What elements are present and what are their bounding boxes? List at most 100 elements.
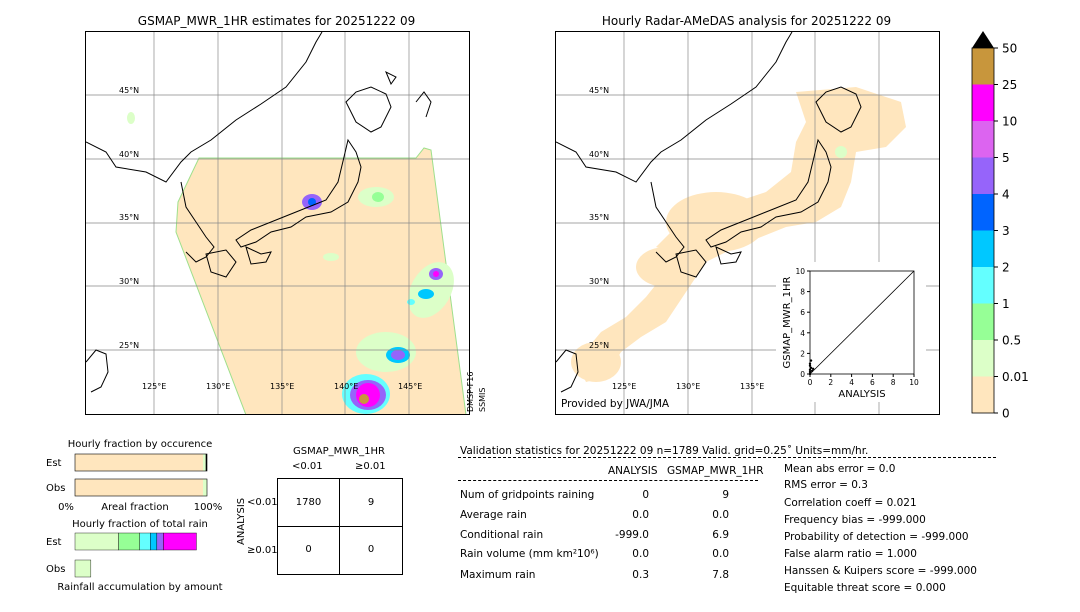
total-rain-x-axis-label: Rainfall accumulation by amount xyxy=(57,582,222,593)
total-rain-bar-segment xyxy=(156,532,164,551)
validation-row-analysis: 0.0 xyxy=(632,509,649,521)
occurrence-x-tick-left: 0% xyxy=(58,502,74,513)
scatter-point xyxy=(808,372,812,376)
occurrence-bar-segment xyxy=(205,454,207,471)
scatter-x-tick-label: 2 xyxy=(828,378,833,387)
colorbar-tick-label: 4 xyxy=(1002,188,1010,202)
contingency-cell: 0 xyxy=(367,544,375,555)
right-lon-label-135: 135°E xyxy=(740,382,765,391)
validation-header: Validation statistics for 20251222 09 n=… xyxy=(460,445,869,457)
total-rain-bar-segment xyxy=(139,532,151,551)
scatter-x-tick-label: 10 xyxy=(909,378,919,387)
right-lat-label-45: 45°N xyxy=(589,86,610,95)
colorbar-segment xyxy=(972,267,994,304)
score-line: Hanssen & Kuipers score = -999.000 xyxy=(784,565,977,577)
colorbar-segment xyxy=(972,340,994,377)
left-lon-label-130: 130°E xyxy=(206,382,231,391)
score-line: Mean abs error = 0.0 xyxy=(784,463,896,475)
contingency-title: GSMAP_MWR_1HR xyxy=(293,446,385,457)
right-map-canvas xyxy=(556,32,939,414)
total-rain-bar-segment xyxy=(163,532,197,551)
scatter-y-tick-label: 2 xyxy=(800,349,805,358)
colorbar-tick-label: 5 xyxy=(1002,151,1010,165)
right-map-title: Hourly Radar-AMeDAS analysis for 2025122… xyxy=(601,14,892,28)
colorbar-tick-label: 0 xyxy=(1002,407,1010,419)
contingency-cell: 9 xyxy=(367,497,375,508)
validation-row-label: Conditional rain xyxy=(460,529,544,541)
scatter-plot: 0 2 4 6 8 10 0 2 4 6 8 10 ANALYSIS GSMAP_MWR_1HR xyxy=(782,267,919,400)
colorbar-tick-label: 10 xyxy=(1002,115,1017,129)
scatter-point xyxy=(811,367,815,371)
provided-by-label: Provided by JWA/JMA xyxy=(561,398,670,410)
left-lon-label-125: 125°E xyxy=(142,382,167,391)
scatter-y-tick-label: 0 xyxy=(800,370,805,379)
occurrence-bar-segment xyxy=(75,454,204,471)
scatter-point xyxy=(810,369,814,373)
colorbar: 50 25 10 5 4 3 2 1 0.5 0.01 0 xyxy=(966,28,1046,421)
validation-col-gsmap: GSMAP_MWR_1HR xyxy=(667,465,764,477)
scatter-y-tick-label: 6 xyxy=(800,308,805,317)
total-rain-row-label: Est xyxy=(46,537,62,548)
score-line: Probability of detection = -999.000 xyxy=(784,531,969,543)
scatter-y-tick-label: 4 xyxy=(800,329,805,338)
validation-row-label: Average rain xyxy=(460,509,527,521)
left-map-canvas xyxy=(86,32,469,414)
right-lon-label-125: 125°E xyxy=(612,382,637,391)
total-rain-title: Hourly fraction of total rain xyxy=(72,519,208,530)
left-map xyxy=(85,31,470,415)
colorbar-segment xyxy=(972,121,994,158)
occurrence-bar-frame xyxy=(74,478,208,497)
score-line: Equitable threat score = 0.000 xyxy=(784,582,946,594)
left-map-title: GSMAP_MWR_1HR estimates for 20251222 09 xyxy=(137,14,416,28)
occurrence-title: Hourly fraction by occurence xyxy=(68,439,212,450)
occurrence-bar-frame xyxy=(74,453,208,472)
scatter-y-tick-label: 8 xyxy=(800,288,805,297)
scatter-point xyxy=(809,359,813,362)
colorbar-tick-label: 1 xyxy=(1002,297,1010,311)
contingency-row-axis: ANALYSIS xyxy=(236,497,247,545)
validation-row-gsmap: 7.8 xyxy=(712,569,729,581)
total-rain-row-label: Obs xyxy=(46,564,65,575)
right-lat-label-30: 30°N xyxy=(589,277,610,286)
validation-row-label: Rain volume (mm km²10⁶) xyxy=(460,548,599,560)
occurrence-bar-segment xyxy=(203,454,206,471)
colorbar-tick-label: 2 xyxy=(1002,261,1010,275)
validation-row-analysis: -999.0 xyxy=(615,529,649,541)
colorbar-tick-label: 50 xyxy=(1002,42,1017,56)
right-lat-label-35: 35°N xyxy=(589,213,610,222)
scatter-point xyxy=(808,370,812,374)
right-lon-label-130: 130°E xyxy=(676,382,701,391)
scatter-y-axis-label: GSMAP_MWR_1HR xyxy=(782,277,793,369)
scatter-point xyxy=(809,366,813,370)
contingency-col-header-lt: <0.01 xyxy=(292,461,323,472)
left-lat-label-40: 40°N xyxy=(119,150,140,159)
validation-row-analysis: 0.0 xyxy=(632,548,649,560)
left-lon-label-135: 135°E xyxy=(270,382,295,391)
occurrence-row-label: Est xyxy=(46,458,62,469)
validation-col-analysis: ANALYSIS xyxy=(608,465,658,477)
left-side-label-instrument: SSMIS xyxy=(478,387,487,413)
scatter-diagonal xyxy=(809,270,915,375)
validation-row-gsmap: 6.9 xyxy=(712,529,729,541)
score-line: Frequency bias = -999.000 xyxy=(784,514,926,526)
validation-table-divider xyxy=(458,480,758,481)
contingency-row-header-lt: <0.01 xyxy=(247,497,278,508)
contingency-table: 1780 9 0 0 xyxy=(277,478,403,575)
validation-row-gsmap: 0.0 xyxy=(712,548,729,560)
fraction-panels: Hourly fraction by occurence Est Obs 0% 100%… xyxy=(40,436,240,596)
colorbar-segment xyxy=(972,376,994,413)
validation-row-gsmap: 9 xyxy=(722,489,729,501)
colorbar-tick-label: 0.01 xyxy=(1002,370,1029,384)
left-lon-label-145: 145°E xyxy=(398,382,423,391)
total-rain-bar-segment xyxy=(74,559,92,578)
score-line: Correlation coeff = 0.021 xyxy=(784,497,917,509)
validation-row-analysis: 0.3 xyxy=(632,569,649,581)
inset-scatter: 0 2 4 6 8 10 0 2 4 6 8 10 ANALYSIS GSMAP_MWR_1HR xyxy=(776,262,926,402)
occurrence-row-label: Obs xyxy=(46,483,65,494)
colorbar-extend-arrow xyxy=(972,31,994,48)
left-side-label-sensor: DMSP-F16 xyxy=(466,371,475,412)
occurrence-x-tick-right: 100% xyxy=(194,502,223,513)
contingency-cell: 1780 xyxy=(295,497,322,508)
scatter-x-tick-label: 8 xyxy=(891,378,896,387)
scatter-x-axis-label: ANALYSIS xyxy=(838,389,885,400)
